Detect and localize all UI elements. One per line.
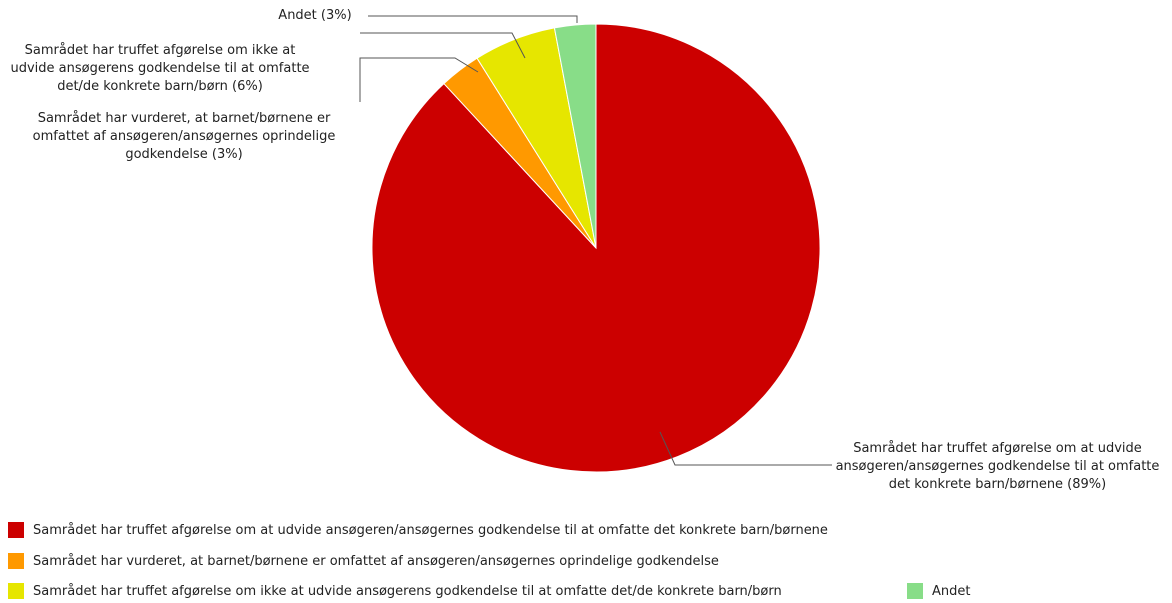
leader-line <box>368 15 578 23</box>
legend-label: Samrådet har vurderet, at barnet/børnene… <box>33 553 719 569</box>
legend-swatch <box>907 583 923 599</box>
leader-line <box>659 431 832 466</box>
slice-label: Samrådet har vurderet, at barnet/børnene… <box>32 111 336 162</box>
legend-item: Samrådet har truffet afgørelse om ikke a… <box>8 583 782 599</box>
slice-label: Samrådet har truffet afgørelse om at udv… <box>835 441 1160 492</box>
legend-item: Samrådet har vurderet, at barnet/børnene… <box>8 553 719 569</box>
legend-swatch <box>8 583 24 599</box>
slice-label: Andet (3%) <box>278 8 352 23</box>
pie-slice <box>553 23 597 249</box>
chart <box>359 15 832 473</box>
legend-item: Andet <box>907 583 970 599</box>
legend-label: Andet <box>932 583 971 599</box>
leader-line <box>359 57 479 102</box>
legend-swatch <box>8 522 24 538</box>
legend-item: Samrådet har truffet afgørelse om at udv… <box>8 522 828 538</box>
legend-swatch <box>8 553 24 569</box>
legend-label: Samrådet har truffet afgørelse om at udv… <box>33 522 828 538</box>
leader-line <box>360 32 526 59</box>
slice-label: Samrådet har truffet afgørelse om ikke a… <box>10 43 310 94</box>
legend-label: Samrådet har truffet afgørelse om ikke a… <box>33 583 782 599</box>
